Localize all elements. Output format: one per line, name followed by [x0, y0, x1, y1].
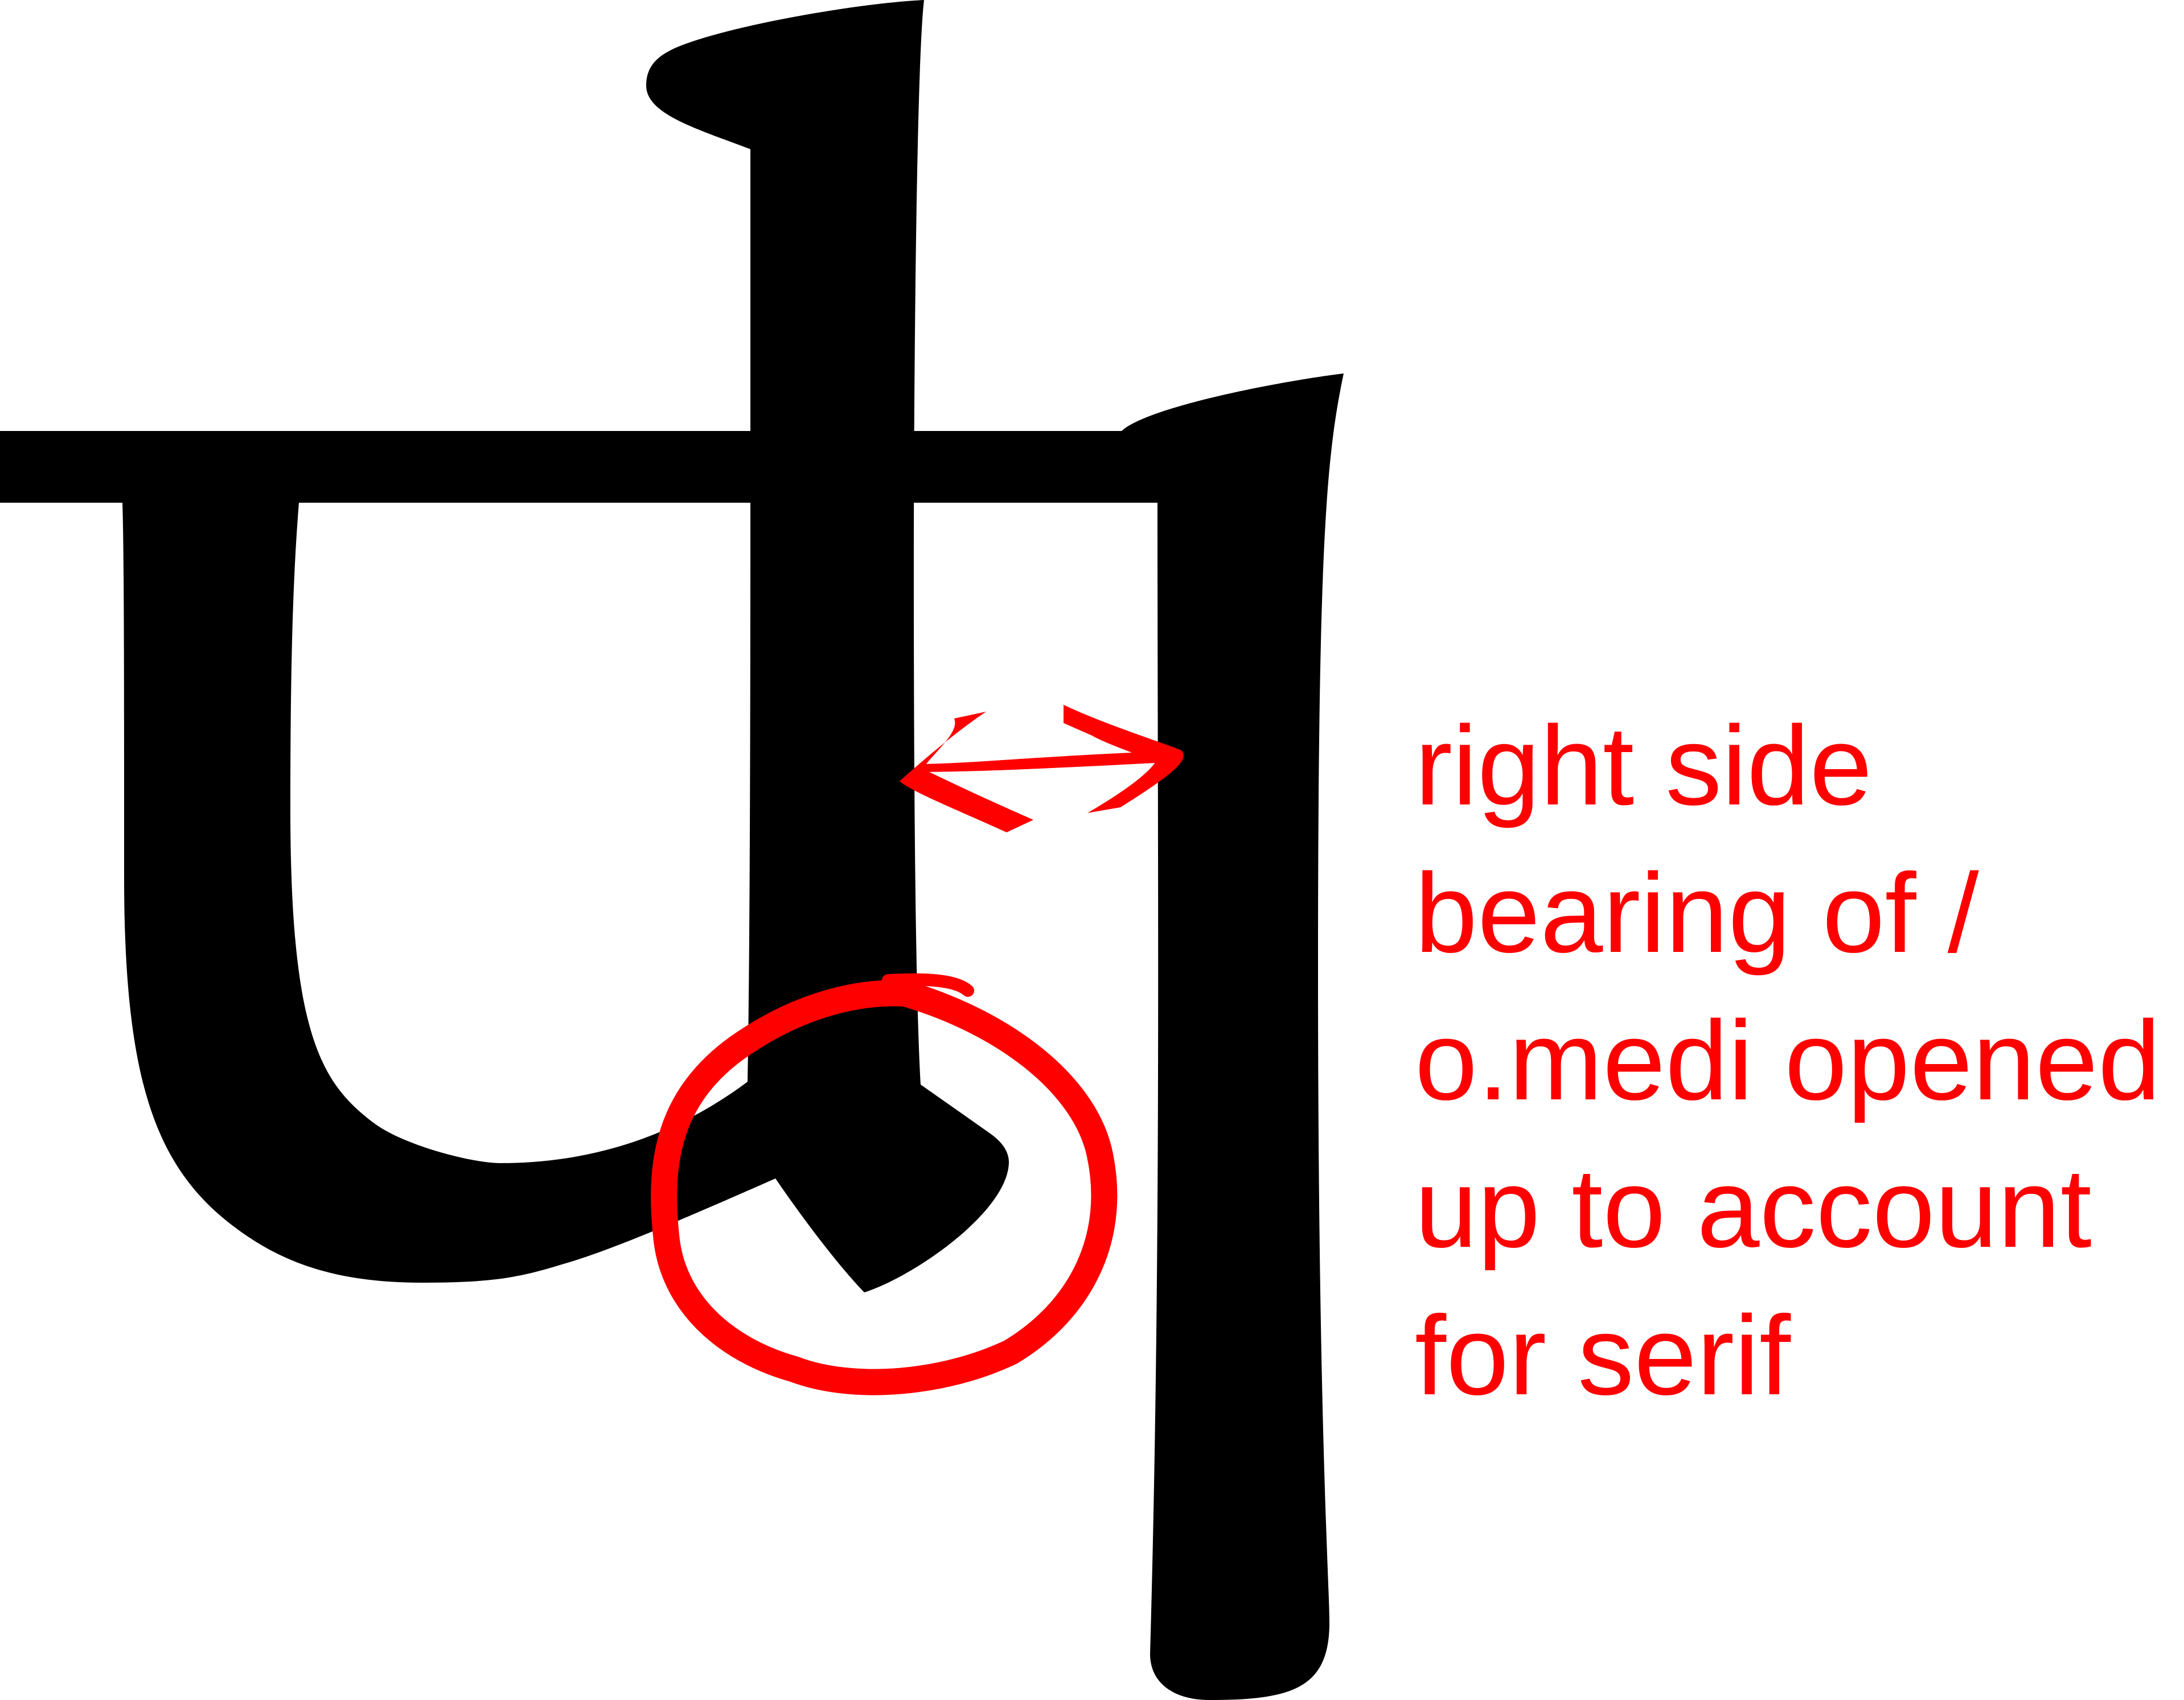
annotation-line-2: bearing of / — [1415, 850, 1979, 976]
annotation-line-1: right side — [1415, 703, 1873, 828]
annotation-line-3: o.medi opened — [1415, 997, 2161, 1123]
annotation-note: right side bearing of / o.medi opened up… — [1415, 692, 2178, 1429]
hand-drawn-circle — [651, 973, 1118, 1395]
double-headed-arrow — [900, 705, 1184, 832]
annotation-line-5: for serif — [1415, 1292, 1791, 1418]
ascender-stem — [122, 0, 1009, 1292]
annotation-line-4: up to account — [1415, 1145, 2092, 1271]
headline-bar — [0, 373, 1344, 1700]
